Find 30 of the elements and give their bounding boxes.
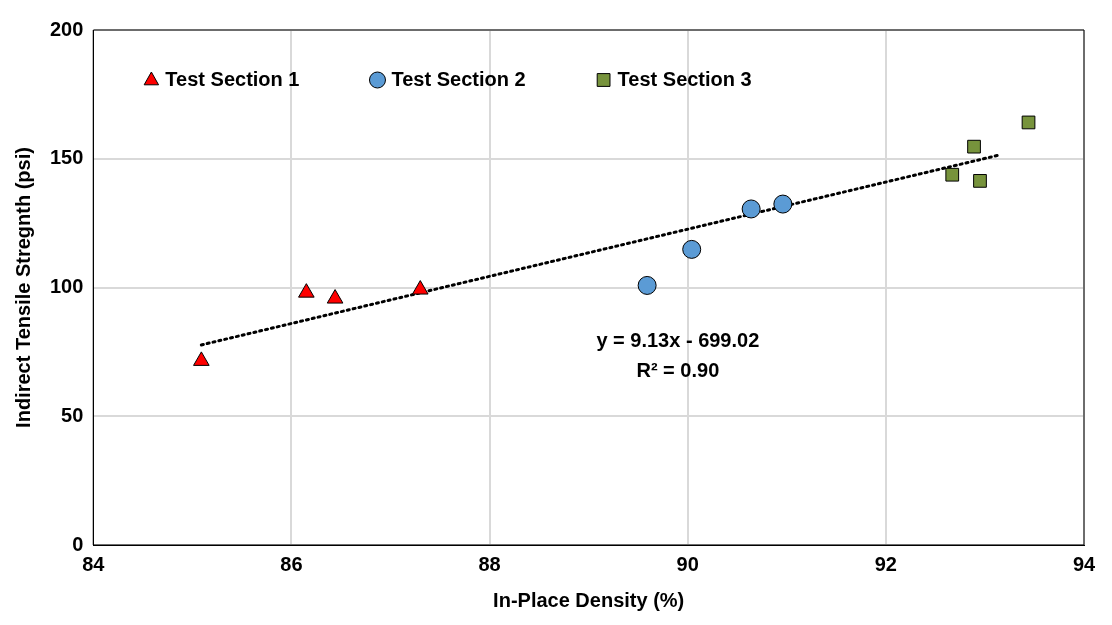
y-tick-label: 50 xyxy=(61,403,84,426)
point xyxy=(193,351,210,366)
point xyxy=(682,239,702,259)
point xyxy=(637,275,657,295)
x-tick-label: 92 xyxy=(874,552,897,575)
x-tick-label: 84 xyxy=(82,552,106,575)
legend-label: Test Section 3 xyxy=(617,67,752,90)
y-axis-title: Indirect Tensile Stregnth (psi) xyxy=(11,147,34,428)
point xyxy=(741,199,761,219)
x-tick-label: 86 xyxy=(280,552,303,575)
legend-label: Test Section 1 xyxy=(165,67,300,90)
x-axis-title: In-Place Density (%) xyxy=(493,588,685,611)
x-tick-label: 90 xyxy=(676,552,699,575)
legend-label: Test Section 2 xyxy=(391,67,526,90)
point xyxy=(945,167,960,182)
point xyxy=(973,174,987,188)
point xyxy=(411,280,429,295)
annotation: y = 9.13x - 699.02 xyxy=(596,329,760,352)
y-tick-label: 150 xyxy=(49,146,84,169)
y-tick-label: 200 xyxy=(49,17,84,40)
y-tick-label: 100 xyxy=(49,275,84,298)
point xyxy=(298,283,315,298)
point xyxy=(1021,115,1036,130)
point xyxy=(773,194,793,214)
annotation: R² = 0.90 xyxy=(636,359,720,382)
x-tick-label: 88 xyxy=(478,552,501,575)
y-tick-label: 0 xyxy=(72,532,84,555)
point xyxy=(326,289,344,304)
point xyxy=(967,139,981,154)
x-tick-label: 94 xyxy=(1072,552,1096,575)
